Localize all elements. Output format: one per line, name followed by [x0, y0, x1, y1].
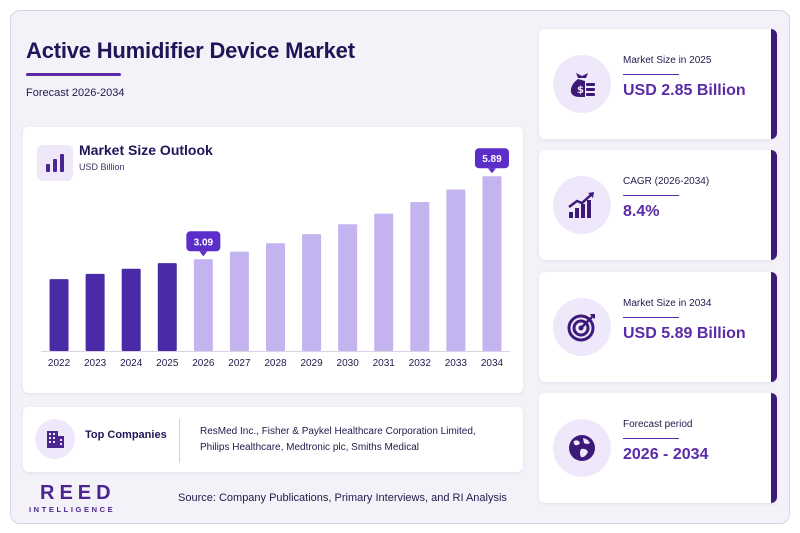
money-bag-icon: $ — [553, 55, 611, 113]
bar-2027 — [229, 251, 249, 351]
bar-2023 — [85, 273, 105, 351]
source-note: Source: Company Publications, Primary In… — [178, 492, 507, 504]
bar-2022 — [49, 279, 69, 351]
callout-box — [474, 148, 509, 169]
stat-divider — [623, 438, 679, 439]
bar-2029 — [302, 234, 322, 351]
page-subtitle: Forecast 2026-2034 — [26, 87, 125, 99]
bar-2032 — [410, 202, 430, 351]
x-tick-label: 2029 — [300, 358, 323, 369]
x-tick-label: 2033 — [445, 358, 468, 369]
title-underline — [26, 73, 121, 76]
svg-text:$: $ — [577, 85, 584, 96]
bar-2031 — [374, 213, 394, 351]
top-companies-title: Top Companies — [85, 429, 167, 441]
top-companies-list: ResMed Inc., Fisher & Paykel Healthcare … — [200, 424, 515, 456]
building-icon — [35, 419, 75, 459]
stat-divider — [623, 317, 679, 318]
x-tick-label: 2027 — [228, 358, 251, 369]
chart-unit: USD Billion — [79, 162, 125, 172]
top-companies-card: Top Companies ResMed Inc., Fisher & Payk… — [23, 407, 523, 472]
bar-2030 — [338, 224, 358, 351]
stat-card-cagr: CAGR (2026-2034) 8.4% — [539, 150, 777, 260]
growth-chart-icon — [553, 176, 611, 234]
bar-2033 — [446, 189, 466, 351]
companies-line-2: Philips Healthcare, Medtronic plc, Smith… — [200, 442, 419, 453]
bar-2028 — [266, 243, 285, 351]
bar-2025 — [157, 263, 177, 351]
stat-value: USD 2.85 Billion — [623, 82, 746, 99]
bar-2024 — [121, 268, 141, 351]
stat-value: USD 5.89 Billion — [623, 325, 746, 342]
stat-divider — [623, 195, 679, 196]
bar-chart-icon — [37, 145, 73, 181]
bar-chart: 2022 2023 2024 2025 2026 3.09 2027 2028 2029 2030… — [41, 148, 510, 369]
data-callout-2026: 3.09 — [186, 231, 221, 257]
x-tick-label: 2026 — [192, 358, 215, 369]
callout-pointer — [199, 251, 208, 257]
x-tick-label: 2025 — [156, 358, 179, 369]
stat-label: Forecast period — [623, 419, 693, 430]
stat-divider — [623, 74, 679, 75]
page-title: Active Humidifier Device Market — [26, 38, 355, 63]
x-tick-label: 2031 — [373, 358, 396, 369]
target-icon — [553, 298, 611, 356]
bar-2034 — [482, 176, 502, 351]
logo-wordmark: REED — [40, 482, 116, 504]
x-tick-label: 2023 — [84, 358, 107, 369]
stat-card-market-size-2034: Market Size in 2034 USD 5.89 Billion — [539, 272, 777, 382]
data-callout-2034: 5.89 — [474, 148, 509, 174]
data-label: 3.09 — [194, 237, 214, 248]
stat-value: 8.4% — [623, 203, 660, 220]
stat-label: Market Size in 2025 — [623, 55, 712, 66]
globe-icon — [553, 419, 611, 477]
logo-tagline: INTELLIGENCE — [29, 505, 116, 514]
bar-2026 — [193, 259, 213, 351]
stat-card-market-size-2025: $ Market Size in 2025 USD 2.85 Billion — [539, 29, 777, 139]
x-tick-label: 2028 — [264, 358, 287, 369]
x-tick-label: 2024 — [120, 358, 143, 369]
x-tick-label: 2022 — [48, 358, 71, 369]
callout-pointer — [487, 168, 496, 174]
stat-value: 2026 - 2034 — [623, 446, 709, 463]
chart-card: Market Size Outlook USD Billion 2022 2023… — [23, 127, 523, 393]
data-label: 5.89 — [482, 154, 502, 165]
companies-line-1: ResMed Inc., Fisher & Paykel Healthcare … — [200, 426, 476, 437]
x-tick-label: 2032 — [409, 358, 432, 369]
chart-title: Market Size Outlook — [79, 142, 213, 158]
stat-label: Market Size in 2034 — [623, 298, 712, 309]
divider — [179, 419, 180, 463]
x-tick-label: 2030 — [337, 358, 360, 369]
stat-label: CAGR (2026-2034) — [623, 176, 710, 187]
stat-card-forecast-period: Forecast period 2026 - 2034 — [539, 393, 777, 503]
callout-box — [186, 231, 221, 252]
x-tick-label: 2034 — [481, 358, 504, 369]
